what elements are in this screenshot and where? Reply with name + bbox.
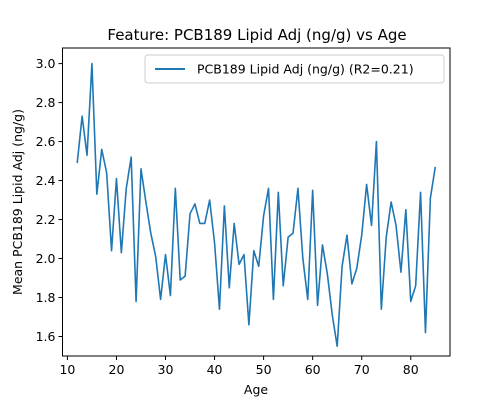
x-axis-label: Age <box>244 382 268 397</box>
y-tick-label: 1.8 <box>36 290 56 305</box>
y-axis-label: Mean PCB189 Lipid Adj (ng/g) <box>10 109 25 295</box>
legend-entry: PCB189 Lipid Adj (ng/g) (R2=0.21) <box>197 62 414 77</box>
x-tick-label: 40 <box>207 362 223 377</box>
series-line-0 <box>76 62 437 348</box>
x-tick-label: 50 <box>256 362 272 377</box>
plot-area <box>62 47 451 357</box>
x-tick-label: 60 <box>305 362 321 377</box>
y-tick-label: 3.0 <box>36 56 56 71</box>
x-tick-label: 10 <box>59 362 75 377</box>
x-tick-label: 80 <box>403 362 419 377</box>
y-tick-label: 2.6 <box>36 134 56 149</box>
x-tick-label: 20 <box>109 362 125 377</box>
x-tick-label: 70 <box>354 362 370 377</box>
x-tick-label: 30 <box>158 362 174 377</box>
y-tick-label: 2.2 <box>36 212 56 227</box>
y-tick-label: 1.6 <box>36 329 56 344</box>
y-tick-label: 2.4 <box>36 173 56 188</box>
legend: PCB189 Lipid Adj (ng/g) (R2=0.21) <box>144 54 445 84</box>
chart-title: Feature: PCB189 Lipid Adj (ng/g) vs Age <box>107 26 406 44</box>
legend-box <box>144 54 445 84</box>
y-tick-label: 2.8 <box>36 95 56 110</box>
series-group <box>76 62 437 348</box>
x-axis: 10 20 30 40 50 60 70 80 <box>59 356 419 377</box>
y-axis: 1.6 1.8 2.0 2.2 2.4 2.6 2.8 3.0 <box>36 56 63 344</box>
y-tick-label: 2.0 <box>36 251 56 266</box>
